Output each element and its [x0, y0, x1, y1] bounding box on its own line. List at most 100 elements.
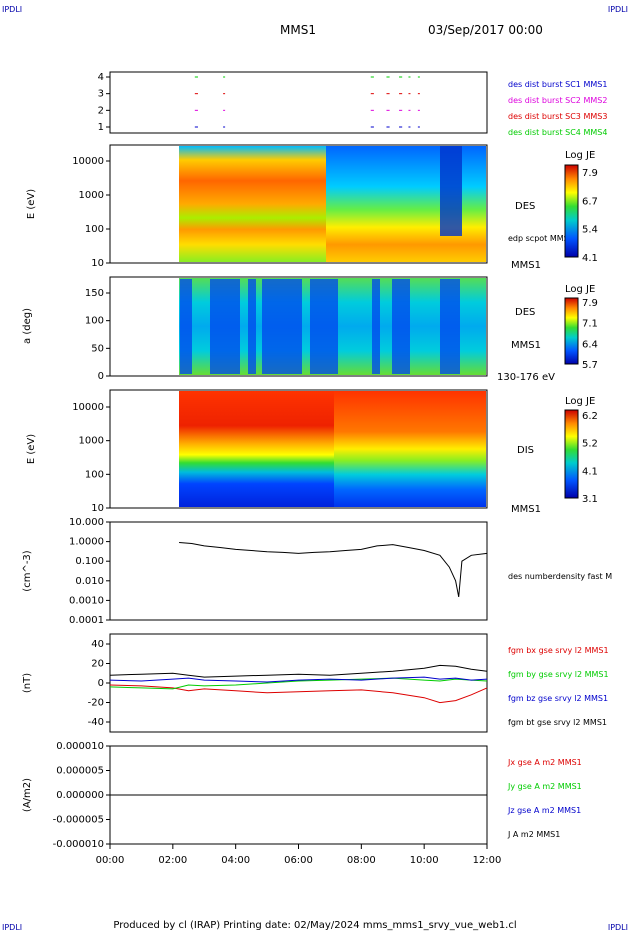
des-pitch-tick-label: 150 — [85, 288, 104, 299]
dis-energy-tick-label: 10000 — [72, 402, 104, 413]
dis-energy-colorbar — [564, 409, 579, 499]
dis-energy-colorbar-tick: 3.1 — [582, 494, 598, 505]
time-tick-label: 06:00 — [284, 855, 313, 866]
density-tick-label: 1.0000 — [69, 537, 104, 548]
current-ylabel: (A/m2) — [22, 778, 33, 812]
density-tick-label: 0.010 — [75, 576, 104, 587]
pitch-low-flux-band — [248, 279, 256, 374]
fgm-legend-entry: fgm by gse srvy l2 MMS1 — [508, 670, 609, 679]
des-energy-tick-label: 1000 — [79, 190, 104, 201]
footer-credit: Produced by cl (IRAP) Printing date: 02/… — [113, 920, 516, 931]
current-legend-entry: Jx gse A m2 MMS1 — [507, 758, 582, 767]
dis-energy-colorbar-title: Log JE — [565, 396, 595, 407]
pitch-low-flux-band — [210, 279, 240, 374]
corner-label-bottom-left: IPDLI — [2, 923, 22, 932]
current-panel: -0.000010 -0.000005 0.000000 0.000005 0.0000… — [22, 741, 582, 850]
fgm-panel: -40 -20 0 20 40 (nT) fgm bx gse srvy l2 MMS1… — [22, 633, 609, 733]
des-energy-colorbar-tick: 4.1 — [582, 253, 598, 264]
current-tick-label: 0.000010 — [56, 741, 104, 752]
pitch-low-flux-band — [180, 279, 192, 374]
dis-energy-spectrogram — [179, 391, 334, 507]
des-pitch-panel: 0 50 100 150 a (deg) DES MMS1 130-176 eV Lo… — [22, 276, 598, 383]
des-pitch-tick-label: 50 — [91, 343, 104, 354]
density-ylabel: (cm^-3) — [22, 550, 33, 591]
dis-energy-spectrogram-late — [334, 391, 486, 507]
current-legend-entry: Jz gse A m2 MMS1 — [507, 806, 581, 815]
des-pitch-ylabel: a (deg) — [22, 308, 33, 344]
time-tick-label: 00:00 — [96, 855, 125, 866]
dis-energy-colorbar-tick: 4.1 — [582, 466, 598, 477]
burst-legend-entry: des dist burst SC1 MMS1 — [508, 80, 607, 89]
burst-panel: 1 2 3 4 des dist burst SC1 MMS1 des dist bur… — [98, 71, 607, 137]
burst-tick-label: 1 — [98, 122, 104, 133]
corner-label-top-left: IPDLI — [2, 5, 22, 14]
dis-energy-tick-label: 100 — [85, 469, 104, 480]
fgm-series-line — [109, 677, 488, 690]
time-axis: 00:00 02:00 04:00 06:00 08:00 10:00 12:00 — [96, 844, 502, 866]
dis-energy-sublabel: MMS1 — [511, 504, 541, 515]
fgm-series-line — [109, 676, 488, 683]
des-energy-colorbar-title: Log JE — [565, 150, 595, 161]
fgm-tick-label: -20 — [88, 698, 104, 709]
dis-energy-tick-label: 10 — [91, 503, 104, 514]
pitch-low-flux-band — [310, 279, 338, 374]
time-tick-label: 10:00 — [410, 855, 439, 866]
des-energy-tick-label: 10000 — [72, 156, 104, 167]
des-pitch-range: 130-176 eV — [497, 372, 555, 383]
current-tick-label: -0.000010 — [53, 839, 104, 850]
des-energy-ylabel: E (eV) — [26, 189, 37, 219]
density-legend: des numberdensity fast M — [508, 572, 612, 581]
pitch-low-flux-band — [392, 279, 410, 374]
burst-tick-label: 2 — [98, 105, 104, 116]
time-tick-label: 08:00 — [347, 855, 376, 866]
pitch-low-flux-band — [440, 279, 460, 374]
fgm-tick-label: 40 — [91, 639, 104, 650]
pitch-low-flux-band — [262, 279, 302, 374]
current-tick-label: 0.000000 — [56, 790, 104, 801]
date-title: 03/Sep/2017 00:00 — [428, 23, 543, 37]
corner-label-top-right: IPDLI — [608, 5, 628, 14]
des-energy-colorbar-tick: 7.9 — [582, 168, 598, 179]
current-tick-label: -0.000005 — [53, 815, 104, 826]
corner-label-bottom-right: IPDLI — [608, 923, 628, 932]
burst-legend-entry: des dist burst SC2 MMS2 — [508, 96, 607, 105]
fgm-tick-label: 20 — [91, 659, 104, 670]
burst-legend-entry: des dist burst SC4 MMS4 — [508, 128, 607, 137]
dis-energy-ylabel: E (eV) — [26, 434, 37, 464]
fgm-series-line — [109, 684, 488, 704]
fgm-tick-label: -40 — [88, 717, 104, 728]
dis-energy-tick-label: 1000 — [79, 436, 104, 447]
time-tick-label: 12:00 — [473, 855, 502, 866]
des-pitch-colorbar-tick: 7.1 — [582, 319, 598, 330]
des-energy-panel: 10 100 1000 10000 E (eV) DES edp scpot MMS1… — [26, 144, 598, 271]
density-tick-label: 0.100 — [75, 556, 104, 567]
des-pitch-tick-label: 0 — [98, 371, 104, 382]
dis-energy-label: DIS — [517, 445, 534, 456]
des-energy-spectrogram — [179, 146, 326, 262]
dis-energy-panel: 10 100 1000 10000 E (eV) DIS MMS1 Log JE 6.… — [26, 389, 598, 515]
des-energy-overlay: edp scpot MMS1 — [508, 234, 574, 243]
density-panel: 0.0001 0.0010 0.010 0.100 1.0000 10.000 (cm^-… — [22, 517, 612, 626]
des-energy-colorbar-tick: 5.4 — [582, 225, 598, 236]
current-tick-label: 0.000005 — [56, 766, 104, 777]
density-tick-label: 10.000 — [69, 517, 104, 528]
des-energy-label: DES — [515, 201, 535, 212]
density-tick-label: 0.0001 — [69, 615, 104, 626]
des-pitch-colorbar-tick: 6.4 — [582, 339, 598, 350]
des-energy-sublabel: MMS1 — [511, 260, 541, 271]
current-legend-entry: Jy gse A m2 MMS1 — [507, 782, 582, 791]
density-tick-label: 0.0010 — [69, 595, 104, 606]
dis-energy-colorbar-tick: 6.2 — [582, 411, 598, 422]
dis-energy-colorbar-tick: 5.2 — [582, 439, 598, 450]
des-pitch-sublabel: MMS1 — [511, 340, 541, 351]
des-pitch-tick-label: 100 — [85, 316, 104, 327]
des-energy-tick-label: 10 — [91, 258, 104, 269]
des-energy-dropout — [440, 146, 462, 236]
burst-legend-entry: des dist burst SC3 MMS3 — [508, 112, 607, 121]
des-energy-tick-label: 100 — [85, 224, 104, 235]
fgm-legend-entry: fgm bx gse srvy l2 MMS1 — [508, 646, 609, 655]
des-energy-colorbar-tick: 6.7 — [582, 196, 598, 207]
fgm-series-line — [109, 664, 488, 678]
time-tick-label: 02:00 — [158, 855, 187, 866]
burst-tick-label: 3 — [98, 89, 104, 100]
